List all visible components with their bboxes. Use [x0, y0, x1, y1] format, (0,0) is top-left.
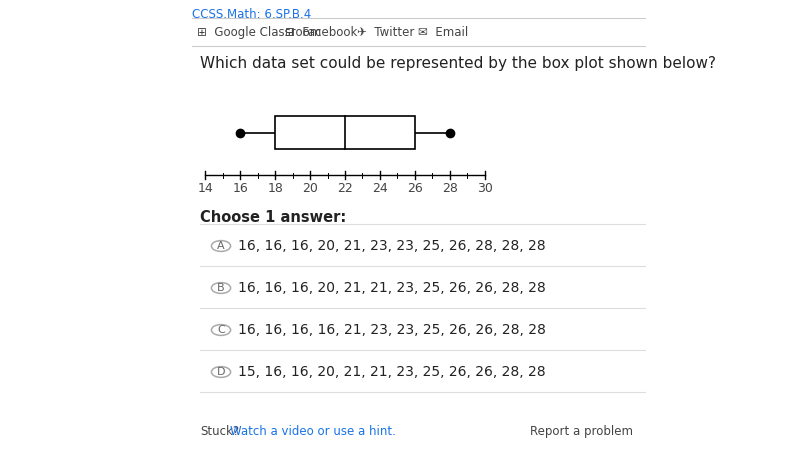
Text: Report a problem: Report a problem — [530, 425, 633, 438]
Text: ⊞  Google Classroom: ⊞ Google Classroom — [197, 26, 322, 39]
Text: 28: 28 — [442, 183, 458, 195]
Text: ⊟  Facebook: ⊟ Facebook — [285, 26, 358, 39]
Text: 24: 24 — [372, 183, 388, 195]
Text: 16, 16, 16, 20, 21, 21, 23, 25, 26, 26, 28, 28: 16, 16, 16, 20, 21, 21, 23, 25, 26, 26, … — [238, 281, 546, 295]
Text: 18: 18 — [267, 183, 283, 195]
Text: C: C — [217, 325, 225, 335]
Text: 15, 16, 16, 20, 21, 21, 23, 25, 26, 26, 28, 28: 15, 16, 16, 20, 21, 21, 23, 25, 26, 26, … — [238, 365, 546, 379]
Text: 16, 16, 16, 16, 21, 23, 23, 25, 26, 26, 28, 28: 16, 16, 16, 16, 21, 23, 23, 25, 26, 26, … — [238, 323, 546, 337]
Text: ✉  Email: ✉ Email — [418, 26, 468, 39]
Text: 26: 26 — [407, 183, 422, 195]
Text: Which data set could be represented by the box plot shown below?: Which data set could be represented by t… — [200, 56, 716, 71]
Text: 14: 14 — [198, 183, 213, 195]
Text: 22: 22 — [337, 183, 353, 195]
Text: D: D — [217, 367, 226, 377]
Bar — [275, 116, 415, 149]
Text: 30: 30 — [477, 183, 493, 195]
Text: 16, 16, 16, 20, 21, 23, 23, 25, 26, 28, 28, 28: 16, 16, 16, 20, 21, 23, 23, 25, 26, 28, … — [238, 239, 546, 253]
Text: CCSS.Math: 6.SP.B.4: CCSS.Math: 6.SP.B.4 — [192, 8, 311, 21]
Text: ✈  Twitter: ✈ Twitter — [357, 26, 414, 39]
Text: 16: 16 — [232, 183, 248, 195]
Text: 20: 20 — [302, 183, 318, 195]
Text: Watch a video or use a hint.: Watch a video or use a hint. — [230, 425, 396, 438]
Text: A: A — [217, 241, 225, 251]
Text: Choose 1 answer:: Choose 1 answer: — [200, 210, 346, 225]
Text: B: B — [217, 283, 225, 293]
Text: Stuck?: Stuck? — [200, 425, 239, 438]
